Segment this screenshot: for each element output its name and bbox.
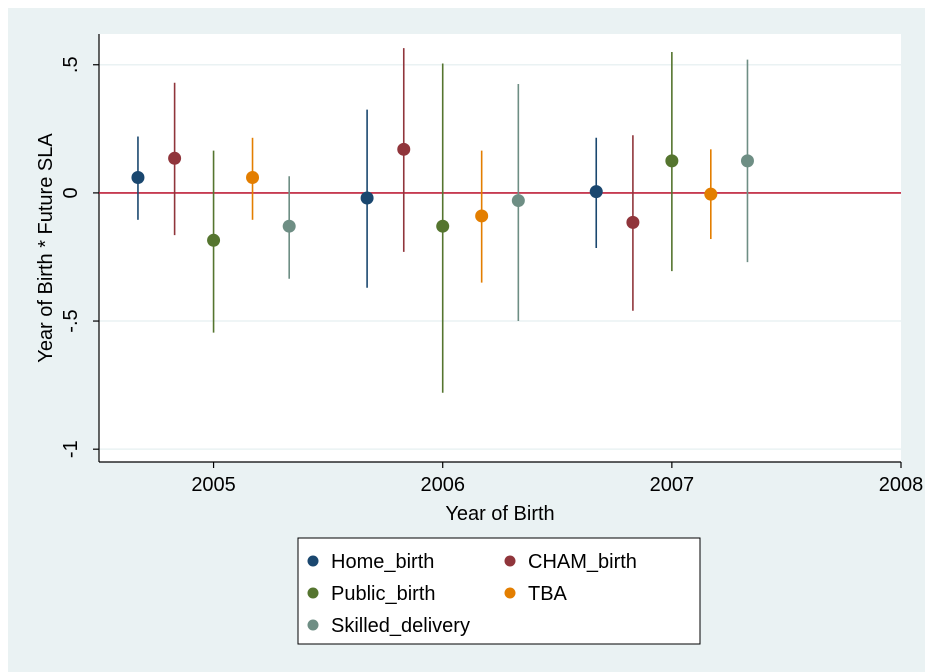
tick-labels: .5 0 -.5 -1 2005 2006 2007 2008: [60, 56, 923, 496]
legend-marker: [504, 555, 516, 567]
legend: Home_birth CHAM_birth Public_birth TBA Skill…: [297, 537, 701, 645]
y-tick-label: .5: [60, 56, 82, 73]
point-estimate: [626, 215, 640, 229]
point-estimate: [168, 151, 182, 165]
point-estimate: [397, 142, 411, 156]
x-tick-label: 2006: [420, 474, 465, 496]
series-public-birth: [207, 51, 679, 393]
x-tick-label: 2007: [650, 474, 695, 496]
point-estimate: [475, 209, 489, 223]
point-estimate: [665, 154, 679, 168]
legend-marker: [504, 587, 516, 599]
legend-label: CHAM_birth: [528, 551, 637, 573]
series-home-birth: [131, 109, 603, 288]
point-estimate: [246, 171, 260, 185]
y-tick-label: -.5: [60, 309, 82, 332]
point-estimate: [131, 171, 145, 185]
y-axis-title: Year of Birth * Future SLA: [35, 133, 57, 363]
point-estimate: [436, 219, 450, 233]
x-tick-label: 2008: [879, 474, 924, 496]
legend-marker: [307, 619, 319, 631]
x-axis-title: Year of Birth: [445, 503, 554, 525]
legend-label: Public_birth: [331, 583, 436, 605]
point-estimate: [511, 194, 525, 208]
legend-marker: [307, 555, 319, 567]
series-cham-birth: [168, 48, 640, 311]
legend-label: Home_birth: [331, 551, 434, 573]
y-tick-label: -1: [60, 440, 82, 458]
point-estimate: [589, 185, 603, 199]
point-estimate: [207, 233, 221, 247]
x-tick-label: 2005: [191, 474, 236, 496]
point-estimate: [360, 191, 374, 205]
series-group: [131, 48, 754, 393]
axes: [98, 34, 901, 463]
point-estimate: [282, 219, 296, 233]
y-tick-label: 0: [60, 187, 82, 198]
point-estimate: [704, 187, 718, 201]
plot-area: [99, 34, 901, 462]
series-tba: [246, 137, 718, 283]
legend-marker: [307, 587, 319, 599]
point-estimate: [740, 154, 754, 168]
legend-box: [297, 537, 701, 645]
legend-label: Skilled_delivery: [331, 615, 470, 637]
legend-label: TBA: [528, 583, 568, 605]
series-skilled-delivery: [282, 59, 754, 322]
